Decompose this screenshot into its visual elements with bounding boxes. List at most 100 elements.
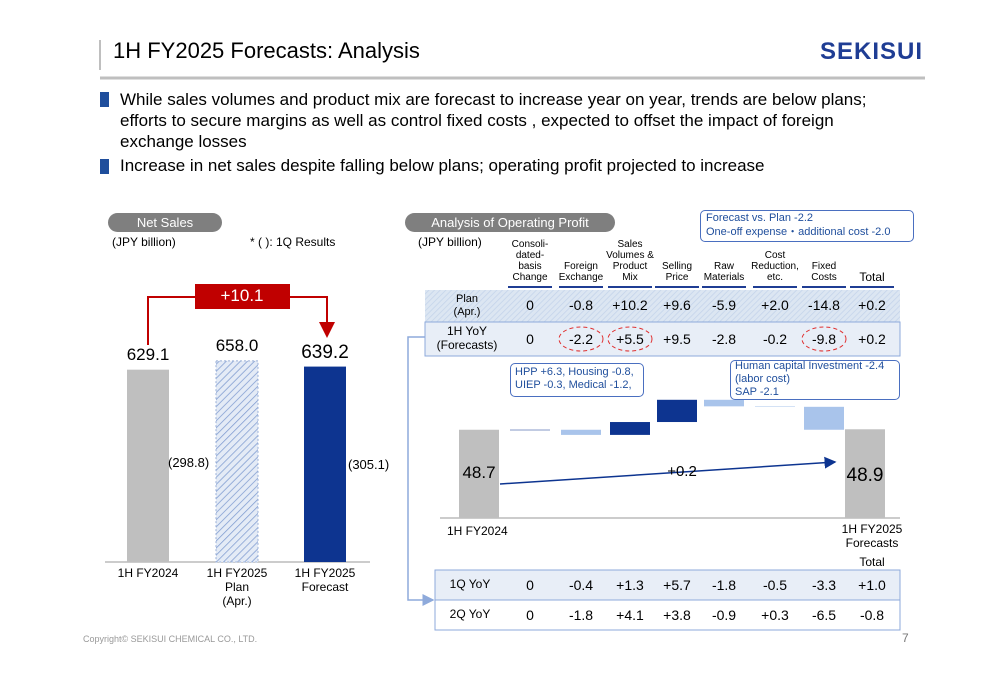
connector <box>407 336 435 606</box>
cell: +2.0 <box>761 297 789 313</box>
cell: -0.5 <box>762 577 788 593</box>
bar <box>845 429 885 518</box>
column-header: Consoli- dated- basis Change <box>511 239 549 283</box>
q1-row <box>434 569 901 601</box>
bullet: Increase in net sales despite falling be… <box>120 156 765 175</box>
column-header: Total <box>859 555 885 569</box>
bar <box>304 366 346 562</box>
row-label: 1H YoY (Forecasts) <box>436 324 498 352</box>
copyright: Copyright© SEKISUI CHEMICAL CO., LTD. <box>83 634 258 644</box>
bar-label: 48.9 <box>846 465 884 486</box>
cell: -2.8 <box>711 331 737 347</box>
cell: -5.9 <box>711 297 737 313</box>
cell: -0.4 <box>568 577 594 593</box>
column-header: Sales Volumes & Product Mix <box>606 239 654 283</box>
callout-box <box>510 363 644 397</box>
cell: -1.8 <box>568 607 594 623</box>
q2-row <box>434 599 901 631</box>
callout-box <box>700 210 914 242</box>
cell: -0.8 <box>859 607 885 623</box>
change-arrow <box>499 456 837 485</box>
bullet-icon <box>100 159 109 174</box>
callout-text: Forecast vs. Plan -2.2 <box>706 212 813 224</box>
panel-label: Net Sales <box>108 213 222 232</box>
q1-label: (305.1) <box>348 457 390 472</box>
cell: -0.9 <box>711 607 737 623</box>
column-header: Raw Materials <box>703 261 745 283</box>
cell: 0 <box>526 607 534 623</box>
value-label: 658.0 <box>215 335 259 355</box>
cell: +0.2 <box>858 331 886 347</box>
bullet-icon <box>100 92 109 107</box>
cell: -14.8 <box>808 297 840 313</box>
callout-text: Human capital Investment -2.4 (labor cos… <box>735 360 885 398</box>
bar <box>610 422 650 435</box>
cell: +3.8 <box>663 607 691 623</box>
cell: 0 <box>526 297 534 313</box>
cell: 0 <box>526 331 534 347</box>
cell: +10.2 <box>612 297 648 313</box>
cell: +0.3 <box>761 607 789 623</box>
column-header: Foreign Exchange <box>558 261 604 283</box>
callout-text: One-off expense・additional cost -2.0 <box>706 226 891 238</box>
plan-row <box>425 290 900 322</box>
cell: +1.3 <box>616 577 644 593</box>
bar <box>127 369 169 562</box>
x-tick-label: 1H FY2025 Forecast <box>294 566 356 594</box>
column-header: Selling Price <box>661 261 693 283</box>
bar <box>804 406 844 430</box>
x-tick-label: 1H FY2025 Plan (Apr.) <box>206 566 268 608</box>
callout-box <box>730 360 900 400</box>
row-label: 2Q YoY <box>449 607 491 621</box>
column-header: Cost Reduction, etc. <box>751 250 799 283</box>
q1-label: (298.8) <box>168 455 210 470</box>
cell: -3.3 <box>811 577 837 593</box>
value-label: 629.1 <box>126 344 170 364</box>
cell: +1.0 <box>858 577 886 593</box>
note: * ( ): 1Q Results <box>250 235 336 249</box>
yoy-row <box>424 321 901 357</box>
cell: +5.5 <box>616 331 644 347</box>
row-label: 1Q YoY <box>449 577 491 591</box>
bar <box>704 399 744 407</box>
x-tick-label: 1H FY2024 <box>117 566 179 580</box>
cell: -0.8 <box>568 297 594 313</box>
x-label: 1H FY2025 Forecasts <box>841 522 903 550</box>
diff-box <box>195 284 290 309</box>
change-label: +0.2 <box>667 463 697 480</box>
bar <box>561 429 601 435</box>
cell: -1.8 <box>711 577 737 593</box>
cell: -2.2 <box>568 331 594 347</box>
unit-label: (JPY billion) <box>112 235 176 249</box>
bar <box>657 399 697 423</box>
column-header: Fixed Costs <box>811 261 837 283</box>
panel-label: Analysis of Operating Profit <box>405 213 615 232</box>
bullet: While sales volumes and product mix are … <box>120 90 867 151</box>
highlight <box>558 326 604 352</box>
diff-label: +10.1 <box>220 286 264 305</box>
cell: 0 <box>526 577 534 593</box>
cell: +9.5 <box>663 331 691 347</box>
column-header: Total <box>859 270 885 284</box>
bar <box>215 360 259 563</box>
x-label: 1H FY2024 <box>447 524 508 538</box>
logo: SEKISUI <box>820 38 924 65</box>
page-number: 7 <box>902 631 909 645</box>
unit-label: (JPY billion) <box>418 235 482 249</box>
cell: +9.6 <box>663 297 691 313</box>
cell: -0.2 <box>762 331 788 347</box>
row-label: Plan (Apr.) <box>453 293 481 318</box>
value-label: 639.2 <box>301 341 349 363</box>
title: 1H FY2025 Forecasts: Analysis <box>113 38 420 63</box>
cell: -6.5 <box>811 607 837 623</box>
cell: +4.1 <box>616 607 644 623</box>
bar-label: 48.7 <box>462 463 496 482</box>
cell: +0.2 <box>858 297 886 313</box>
bar <box>755 406 795 407</box>
cell: +5.7 <box>663 577 691 593</box>
highlight <box>607 326 653 352</box>
callout-text: HPP +6.3, Housing -0.8, UIEP -0.3, Medic… <box>515 366 634 391</box>
bar <box>510 429 550 431</box>
